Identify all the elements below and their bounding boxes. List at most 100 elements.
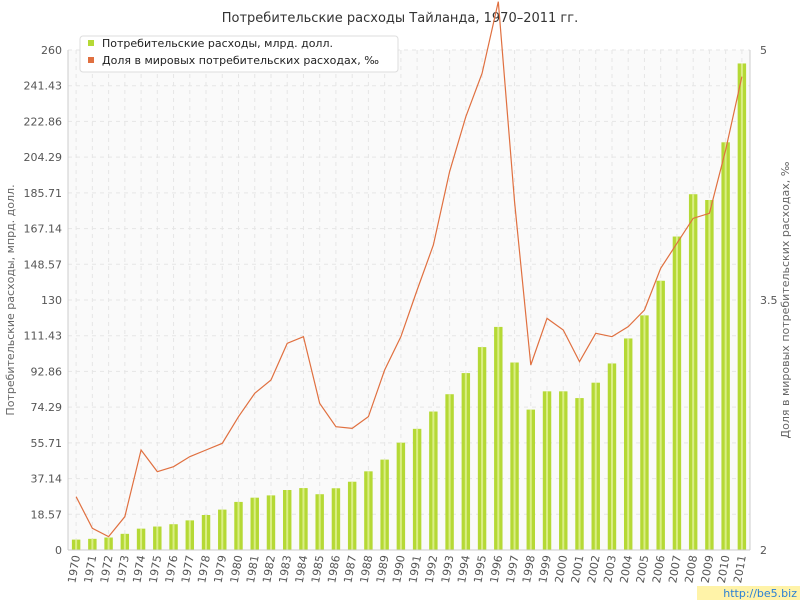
y-left-tick-label: 241.43 — [24, 80, 63, 93]
bar-highlight — [269, 495, 272, 550]
bar-highlight — [123, 533, 126, 550]
x-tick-label: 2008 — [682, 554, 700, 584]
bar-highlight — [286, 490, 289, 550]
x-tick-label: 1991 — [406, 554, 424, 584]
watermark-link[interactable]: http://be5.biz — [723, 587, 797, 600]
bar-highlight — [659, 280, 662, 550]
bar-highlight — [318, 494, 321, 550]
x-tick-label: 1999 — [536, 554, 554, 584]
y-left-tick-label: 0 — [55, 544, 62, 557]
x-tick-label: 2005 — [634, 554, 652, 584]
bar-highlight — [253, 497, 256, 550]
x-tick-label: 1987 — [341, 554, 359, 584]
right-axis-ticks: 23.55 — [760, 44, 778, 557]
watermark[interactable]: http://be5.biz — [697, 586, 800, 600]
x-tick-label: 2000 — [553, 554, 571, 584]
bar-highlight — [367, 471, 370, 550]
axes-layer — [67, 50, 751, 551]
y-left-tick-label: 204.29 — [24, 151, 63, 164]
x-tick-label: 2004 — [618, 554, 636, 584]
bar-highlight — [497, 326, 500, 550]
y-left-tick-label: 74.29 — [31, 401, 63, 414]
y-right-tick-label: 2 — [760, 544, 767, 557]
right-axis-title: Доля в мировых потребительских расходах,… — [779, 161, 792, 438]
y-left-tick-label: 185.71 — [24, 187, 63, 200]
bar-highlight — [416, 428, 419, 550]
x-tick-label: 2002 — [585, 554, 603, 584]
x-tick-label: 1986 — [325, 554, 343, 584]
x-tick-label: 1997 — [504, 554, 522, 584]
x-tick-label: 1976 — [163, 554, 181, 584]
bar-highlight — [221, 509, 224, 550]
left-axis-title: Потребительские расходы, мпрд. долл. — [4, 184, 17, 415]
x-tick-label: 1970 — [65, 554, 83, 584]
x-tick-label: 2007 — [666, 554, 684, 584]
bar-highlight — [546, 391, 549, 550]
bar-highlight — [513, 362, 516, 550]
bar-highlight — [237, 501, 240, 550]
y-left-tick-label: 18.57 — [31, 508, 63, 521]
x-tick-label: 1982 — [260, 554, 278, 584]
bar-highlight — [302, 488, 305, 550]
x-tick-label: 1978 — [195, 554, 213, 584]
share-line — [75, 1, 743, 538]
bar-highlight — [610, 363, 613, 550]
bar-highlight — [399, 442, 402, 550]
legend-label-bars: Потребительские расходы, млрд. долл. — [102, 37, 333, 50]
y-left-tick-label: 55.71 — [31, 437, 63, 450]
bar-highlight — [740, 63, 743, 550]
x-tick-label: 1992 — [423, 554, 441, 584]
y-left-tick-label: 260 — [41, 44, 62, 57]
bars-layer — [71, 63, 747, 551]
x-tick-label: 1975 — [147, 554, 165, 584]
bar-highlight — [351, 481, 354, 550]
bar-highlight — [188, 520, 191, 550]
bar-highlight — [675, 236, 678, 551]
bar-highlight — [464, 373, 467, 550]
y-left-tick-label: 148.57 — [24, 258, 63, 271]
bar-highlight — [107, 537, 110, 550]
y-left-tick-label: 92.86 — [31, 365, 63, 378]
bar-highlight — [448, 394, 451, 550]
watermark-background — [697, 586, 800, 600]
bar-highlight — [334, 488, 337, 550]
bar-highlight — [481, 347, 484, 550]
x-tick-label: 1995 — [471, 554, 489, 584]
y-right-tick-label: 5 — [760, 44, 767, 57]
x-tick-label: 2009 — [699, 554, 717, 584]
bar-highlight — [75, 539, 78, 550]
x-tick-label: 2006 — [650, 554, 668, 584]
x-tick-label: 2011 — [731, 554, 749, 584]
x-tick-label: 1983 — [277, 554, 295, 584]
chart-title: Потребительские расходы Тайланда, 1970–2… — [222, 11, 578, 26]
legend-marker-bars — [88, 40, 94, 46]
bar-highlight — [708, 200, 711, 550]
bar-highlight — [724, 142, 727, 551]
x-axis-ticks: 1970197119721973197419751976197719781979… — [65, 554, 748, 584]
x-tick-label: 1973 — [114, 554, 132, 584]
x-tick-label: 1971 — [82, 554, 100, 584]
legend-marker-line — [88, 57, 94, 63]
bar-highlight — [529, 409, 532, 550]
x-tick-label: 1998 — [520, 554, 538, 584]
x-tick-label: 1974 — [130, 554, 148, 584]
y-left-tick-label: 167.14 — [24, 223, 63, 236]
y-left-tick-label: 37.14 — [31, 473, 63, 486]
x-tick-label: 2003 — [601, 554, 619, 584]
bar-highlight — [91, 538, 94, 550]
y-left-tick-label: 130 — [41, 294, 62, 307]
x-tick-label: 2010 — [715, 554, 733, 584]
y-right-tick-label: 3.5 — [760, 294, 778, 307]
bar-highlight — [140, 528, 143, 550]
x-tick-label: 1979 — [212, 554, 230, 584]
x-tick-label: 1985 — [309, 554, 327, 584]
bar-highlight — [643, 315, 646, 550]
bar-highlight — [383, 459, 386, 550]
x-tick-label: 1972 — [98, 554, 116, 584]
bar-highlight — [594, 382, 597, 550]
legend-label-line: Доля в мировых потребительских расходах,… — [102, 54, 379, 67]
y-left-tick-label: 111.43 — [24, 330, 63, 343]
x-tick-label: 1989 — [374, 554, 392, 584]
